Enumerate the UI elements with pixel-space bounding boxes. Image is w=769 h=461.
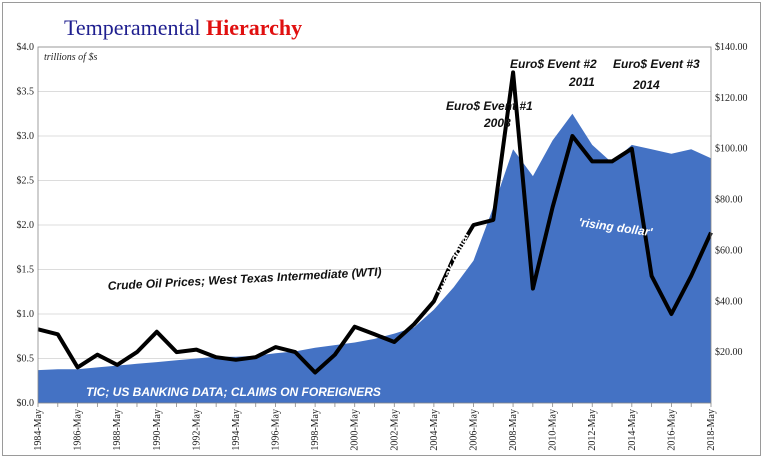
units-label: trillions of $s <box>44 52 97 63</box>
right-y-tick-label: $120.00 <box>715 93 748 104</box>
left-y-tick-label: $3.5 <box>17 87 35 98</box>
right-y-tick-label: $80.00 <box>715 195 743 206</box>
x-tick-label: 1996-May <box>271 409 282 451</box>
left-y-tick-label: $0.0 <box>17 398 35 409</box>
annotation-event-2-year: 2011 <box>568 75 595 89</box>
x-tick-label: 1998-May <box>310 409 321 451</box>
right-y-tick-label: $40.00 <box>715 296 743 307</box>
left-y-tick-label: $2.0 <box>17 220 35 231</box>
title-part-2: Hierarchy <box>206 15 302 40</box>
left-y-tick-label: $3.0 <box>17 131 35 142</box>
x-tick-label: 2004-May <box>429 409 440 451</box>
right-y-tick-label: $20.00 <box>715 347 743 358</box>
annotation-event-1: Euro$ Event #1 <box>446 99 533 113</box>
x-tick-label: 1994-May <box>231 409 242 451</box>
x-tick-label: 2002-May <box>389 409 400 451</box>
annotation-event-3-year: 2014 <box>632 78 660 92</box>
annotation-event-1-year: 2008 <box>483 116 511 130</box>
left-y-tick-label: $2.5 <box>17 176 35 187</box>
oil-series-label: Crude Oil Prices; West Texas Intermediat… <box>107 265 381 293</box>
x-tick-label: 2000-May <box>350 409 361 451</box>
claims-area-series <box>38 113 711 404</box>
x-tick-label: 2008-May <box>508 409 519 451</box>
x-tick-label: 1986-May <box>73 409 84 451</box>
x-tick-label: 2018-May <box>706 409 717 451</box>
left-y-tick-label: $1.0 <box>17 309 35 320</box>
x-tick-label: 2012-May <box>587 409 598 451</box>
right-y-tick-label: $140.00 <box>715 42 748 53</box>
left-y-tick-label: $0.5 <box>17 354 35 365</box>
left-y-tick-label: $1.5 <box>17 265 35 276</box>
x-tick-label: 2010-May <box>548 409 559 451</box>
right-y-tick-label: $100.00 <box>715 144 748 155</box>
title-part-1: Temperamental <box>64 15 206 40</box>
left-y-axis-labels: $0.0 $0.5 $1.0 $1.5 $2.0 $2.5 $3.0 $3.5 $4.0 <box>17 42 35 409</box>
x-tick-label: 2016-May <box>666 409 677 451</box>
x-tick-label: 1988-May <box>112 409 123 451</box>
annotation-event-2: Euro$ Event #2 <box>510 57 597 71</box>
x-tick-label: 1984-May <box>33 409 44 451</box>
x-tick-label: 1990-May <box>152 409 163 451</box>
right-y-tick-label: $60.00 <box>715 245 743 256</box>
x-tick-label: 2006-May <box>468 409 479 451</box>
oil-price-line-series <box>37 70 713 375</box>
plot-border <box>37 46 712 404</box>
claims-series-label: TIC; US BANKING DATA; CLAIMS ON FOREIGNE… <box>86 385 381 399</box>
x-tick-label: 1992-May <box>191 409 202 451</box>
right-y-axis-labels: $20.00 $40.00 $60.00 $80.00 $100.00 $120.00 $1… <box>715 42 748 358</box>
chart-title: Temperamental Hierarchy <box>64 15 302 40</box>
x-tick-label: 2014-May <box>627 409 638 451</box>
x-axis-tick-marks <box>37 403 712 407</box>
left-y-tick-label: $4.0 <box>17 42 35 53</box>
annotation-event-3: Euro$ Event #3 <box>613 57 700 71</box>
x-axis-labels: 1984-May 1986-May 1988-May 1990-May 1992-May… <box>33 409 717 451</box>
